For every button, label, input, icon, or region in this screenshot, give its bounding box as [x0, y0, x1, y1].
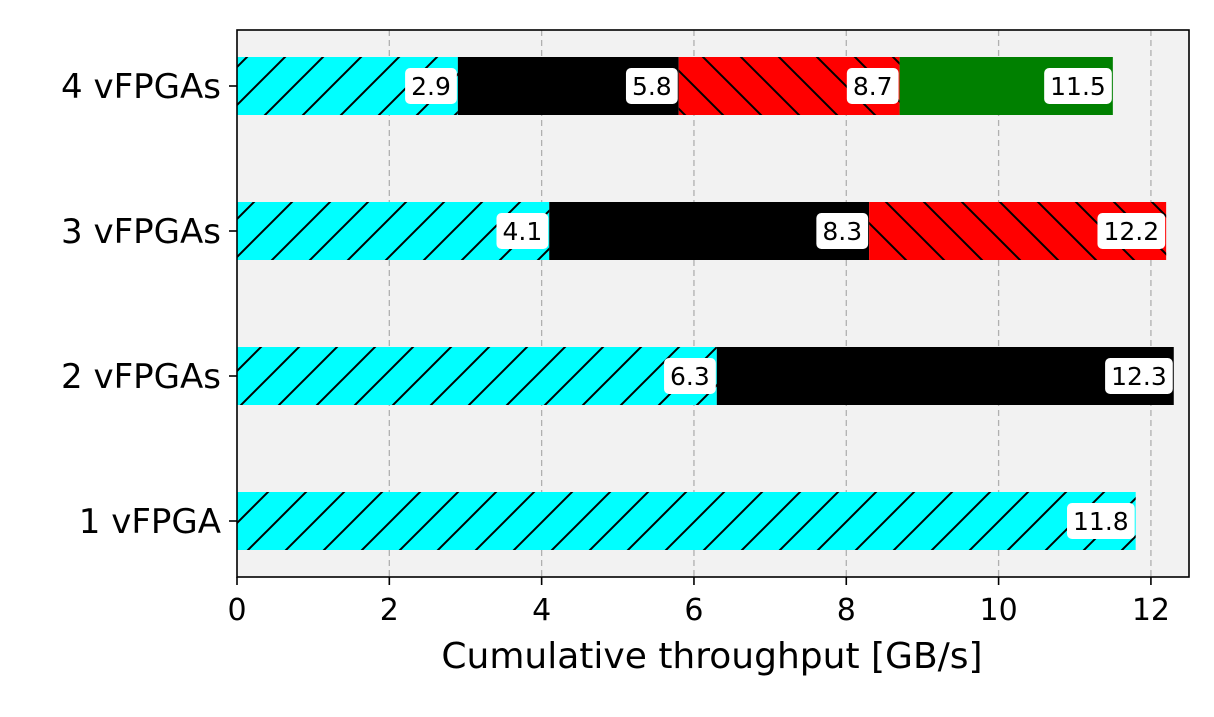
data-label: 12.3 — [1111, 362, 1167, 391]
data-label: 5.8 — [632, 72, 672, 101]
data-label-box — [816, 213, 869, 249]
y-tick-label: 4 vFPGAs — [61, 67, 221, 107]
bar-group — [237, 347, 1174, 405]
data-label: 8.3 — [822, 217, 862, 246]
bar-group — [237, 202, 1167, 260]
x-tick-label: 2 — [380, 593, 399, 628]
data-label-box — [405, 68, 457, 104]
data-label-box — [1097, 213, 1166, 249]
data-label: 2.9 — [411, 72, 451, 101]
y-tick-label: 1 vFPGA — [79, 502, 221, 542]
y-tick-label: 2 vFPGAs — [61, 357, 221, 397]
bar-segment-hatch — [237, 492, 1136, 550]
data-label-box — [496, 213, 549, 249]
data-label: 12.2 — [1103, 217, 1159, 246]
y-tick-label: 3 vFPGAs — [61, 212, 221, 252]
bar-segment-hatch — [237, 347, 717, 405]
bar-segment — [549, 202, 870, 260]
plot-area — [237, 30, 1189, 577]
data-label: 8.7 — [853, 72, 893, 101]
data-label-box — [664, 358, 716, 394]
data-label-box — [1067, 503, 1135, 539]
x-tick-label: 8 — [837, 593, 856, 628]
data-label: 6.3 — [670, 362, 710, 391]
data-label-box — [1044, 68, 1112, 104]
bar-group — [237, 492, 1136, 550]
x-axis-title: Cumulative throughput [GB/s] — [441, 636, 982, 677]
data-label-box — [625, 68, 678, 104]
data-label-box — [846, 68, 899, 104]
data-label-box — [1105, 358, 1173, 394]
x-tick-label: 6 — [684, 593, 703, 628]
bar-segment — [716, 347, 1174, 405]
data-label: 4.1 — [502, 217, 542, 246]
plot-frame — [236, 29, 1190, 578]
x-tick-label: 0 — [227, 593, 246, 628]
data-label: 11.8 — [1073, 507, 1129, 536]
x-tick-label: 12 — [1132, 593, 1170, 628]
data-label: 11.5 — [1050, 72, 1106, 101]
x-tick-label: 10 — [980, 593, 1018, 628]
x-tick-label: 4 — [532, 593, 551, 628]
